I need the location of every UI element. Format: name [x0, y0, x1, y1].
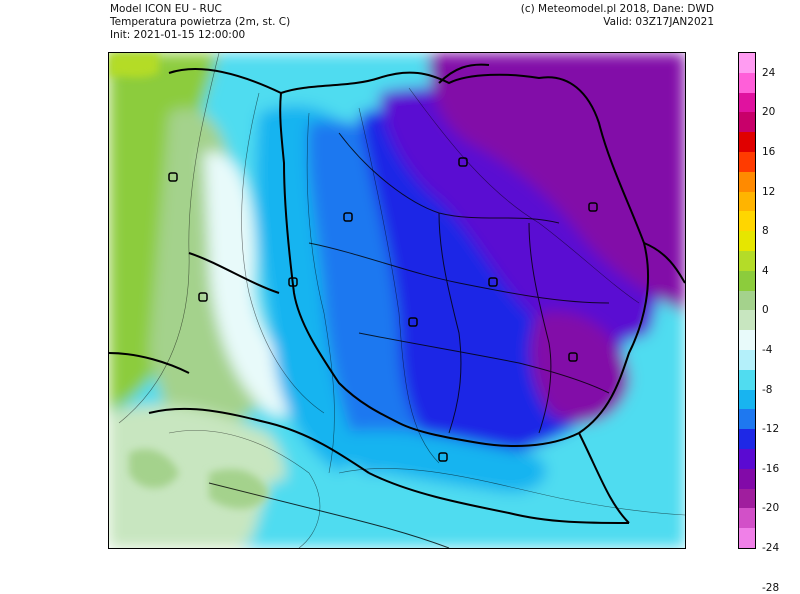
city-marker	[343, 212, 353, 222]
valid-time: Valid: 03Z17JAN2021	[603, 16, 714, 28]
city-marker	[458, 157, 468, 167]
city-marker	[568, 352, 578, 362]
zone-white-blue	[204, 151, 316, 416]
zone-purple-se	[530, 311, 629, 423]
legend-swatch	[739, 152, 755, 173]
country-borders	[109, 63, 685, 524]
legend-swatch	[739, 290, 755, 311]
legend-tick-label: -24	[762, 542, 780, 554]
regional-borders	[208, 132, 610, 548]
model-title: Model ICON EU - RUC	[110, 3, 222, 15]
legend-tick-label: 8	[762, 225, 769, 238]
header-right: (c) Meteomodel.pl 2018, Dane: DWD Valid:…	[521, 3, 714, 29]
city-marker	[168, 172, 178, 182]
color-scale-legend	[738, 52, 756, 549]
legend-swatch	[739, 112, 755, 133]
city-marker	[288, 277, 298, 287]
legend-tick-label: -8	[762, 383, 773, 396]
legend-swatch	[739, 350, 755, 371]
legend-tick-label: 20	[762, 106, 776, 119]
zone-yellowgreen-corner	[109, 53, 159, 78]
legend-swatch	[739, 72, 755, 94]
legend-tick-label: 12	[762, 185, 776, 198]
city-marker	[488, 277, 498, 287]
legend-swatch	[739, 92, 755, 113]
legend-swatch	[739, 310, 755, 331]
legend-swatch	[739, 132, 755, 153]
legend-tick-label: -12	[762, 423, 780, 436]
init-time: Init: 2021-01-15 12:00:00	[110, 29, 246, 41]
zone-pale-green-spot-2	[209, 469, 269, 509]
city-markers	[168, 157, 598, 462]
legend-swatch	[739, 468, 755, 490]
map-canvas	[109, 53, 685, 548]
legend-swatch	[739, 251, 755, 272]
legend-tick-label: 16	[762, 146, 776, 158]
variable-title: Temperatura powietrza (2m, st. C)	[110, 16, 291, 28]
legend-swatch	[739, 449, 755, 470]
legend-swatch	[739, 330, 755, 351]
zone-pale-green-spot	[129, 449, 179, 488]
legend-swatch	[739, 389, 755, 410]
header-left: Model ICON EU - RUC Temperatura powietrz…	[110, 3, 290, 42]
zone-cyan-east	[629, 333, 685, 548]
zone-lighter-green-sw	[109, 404, 286, 548]
zone-cyan-south	[249, 472, 685, 548]
legend-tick-label: -16	[762, 462, 780, 475]
legend-swatch	[739, 369, 755, 391]
legend-tick-label: 0	[762, 304, 769, 317]
legend-tick-label: -28	[762, 581, 780, 594]
city-marker	[408, 317, 418, 327]
legend-swatch	[739, 429, 755, 450]
legend-swatch	[739, 191, 755, 212]
legend-tick-label: 4	[762, 264, 769, 277]
legend-swatch	[739, 211, 755, 232]
legend-swatch	[739, 528, 755, 549]
legend-swatch	[739, 53, 755, 74]
legend-swatch	[739, 270, 755, 292]
city-marker	[588, 202, 598, 212]
legend-swatch	[739, 409, 755, 430]
city-marker	[198, 292, 208, 302]
legend-swatch	[739, 231, 755, 252]
temperature-map	[108, 52, 686, 549]
zone-purple-ne	[429, 53, 685, 313]
legend-tick-label: -4	[762, 344, 773, 356]
legend-swatch	[739, 171, 755, 193]
city-marker	[438, 452, 448, 462]
legend-swatch	[739, 508, 755, 529]
legend-tick-label: -20	[762, 502, 780, 515]
legend-tick-label: 24	[762, 66, 776, 79]
copyright-text: (c) Meteomodel.pl 2018, Dane: DWD	[520, 3, 714, 15]
legend-swatch	[739, 488, 755, 509]
